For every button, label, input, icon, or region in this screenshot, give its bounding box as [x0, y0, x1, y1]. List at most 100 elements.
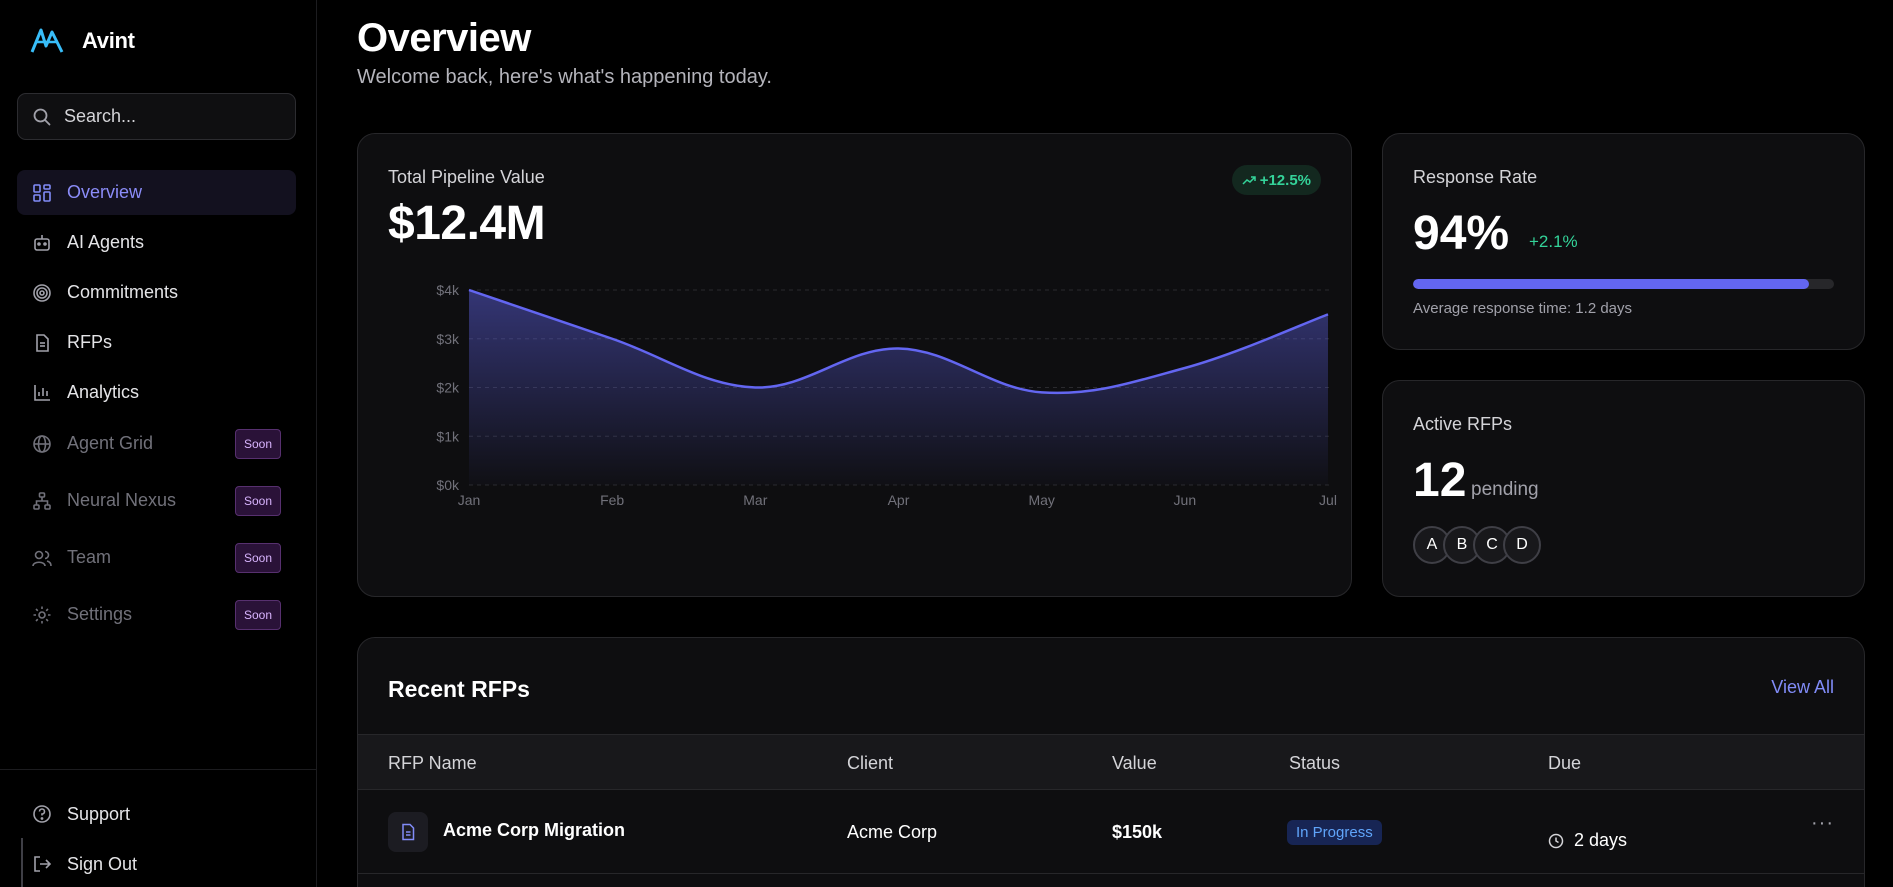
active-indicator — [21, 838, 23, 887]
x-tick-label: Feb — [600, 492, 624, 508]
avatar-stack: A B C D — [1413, 526, 1541, 564]
active-rfps-value: 12 — [1413, 454, 1467, 507]
recent-rfps-title: Recent RFPs — [388, 676, 530, 702]
users-icon — [31, 547, 53, 569]
pipeline-change: +12.5% — [1259, 171, 1311, 189]
response-rate-progress-fill — [1413, 279, 1809, 289]
sidebar-item-label: Sign Out — [67, 853, 138, 874]
recent-rfps-card: Recent RFPs View All RFP Name Client Val… — [357, 637, 1865, 887]
x-tick-label: Jun — [1174, 492, 1197, 508]
active-rfps-suffix: pending — [1471, 479, 1539, 500]
sidebar-item-agent-grid[interactable]: Agent Grid Soon — [17, 415, 296, 472]
search-box[interactable] — [17, 93, 296, 140]
response-time-note: Average response time: 1.2 days — [1413, 300, 1633, 317]
globe-icon — [31, 433, 53, 455]
response-rate-label: Response Rate — [1413, 167, 1538, 187]
response-rate-value: 94% — [1413, 207, 1510, 260]
sidebar-item-label: Settings — [67, 604, 133, 624]
soon-badge: Soon — [234, 542, 281, 573]
bar-chart-icon — [31, 382, 53, 404]
pipeline-label: Total Pipeline Value — [388, 167, 545, 187]
series-area — [469, 290, 1328, 485]
y-tick-label: $2k — [436, 380, 460, 396]
avint-logo-icon — [30, 28, 64, 53]
more-actions-icon[interactable]: ··· — [1811, 812, 1834, 834]
soon-badge: Soon — [234, 599, 281, 630]
sidebar: Avint Overview AI Agents Commitment — [0, 0, 317, 887]
column-header-due[interactable]: Due — [1548, 753, 1582, 773]
rfp-client: Acme Corp — [847, 822, 938, 842]
x-tick-label: Mar — [743, 492, 767, 508]
x-tick-label: Jan — [458, 492, 481, 508]
sidebar-nav: Overview AI Agents Commitments RFPs — [17, 170, 296, 643]
y-tick-label: $3k — [436, 331, 460, 347]
column-header-value[interactable]: Value — [1112, 753, 1157, 773]
rfp-value: $150k — [1112, 822, 1163, 842]
app-name: Avint — [82, 28, 135, 53]
target-icon — [31, 282, 53, 304]
sidebar-item-analytics[interactable]: Analytics — [17, 370, 296, 415]
sidebar-item-label: Commitments — [67, 282, 179, 302]
active-rfps-card: Active RFPs 12 pending A B C D — [1382, 380, 1865, 597]
sidebar-item-label: AI Agents — [67, 232, 145, 252]
log-out-icon — [31, 853, 53, 875]
sidebar-item-neural-nexus[interactable]: Neural Nexus Soon — [17, 472, 296, 529]
view-all-link[interactable]: View All — [1771, 677, 1834, 697]
soon-badge: Soon — [234, 485, 281, 516]
table-header: RFP Name Client Value Status Due — [358, 734, 1864, 790]
sidebar-bottom-nav: Support Sign Out — [17, 789, 296, 887]
sidebar-item-settings[interactable]: Settings Soon — [17, 586, 296, 643]
column-header-client[interactable]: Client — [847, 753, 894, 773]
sidebar-item-commitments[interactable]: Commitments — [17, 270, 296, 315]
grid-icon — [31, 182, 53, 204]
response-rate-progress — [1413, 279, 1834, 289]
file-text-icon — [31, 332, 53, 354]
x-tick-label: Jul — [1319, 492, 1337, 508]
sidebar-item-overview[interactable]: Overview — [17, 170, 296, 215]
response-rate-change: +2.1% — [1529, 232, 1578, 251]
y-tick-label: $0k — [436, 477, 460, 493]
x-tick-label: May — [1028, 492, 1054, 508]
sidebar-item-label: Analytics — [67, 382, 140, 402]
bot-icon — [31, 232, 53, 254]
page-subtitle: Welcome back, here's what's happening to… — [357, 66, 772, 88]
pipeline-card: Total Pipeline Value $12.4M +12.5% $0k $1… — [357, 133, 1352, 597]
column-header-status[interactable]: Status — [1289, 753, 1341, 773]
pipeline-value: $12.4M — [388, 197, 546, 250]
sidebar-item-team[interactable]: Team Soon — [17, 529, 296, 586]
search-input[interactable] — [64, 106, 284, 127]
active-rfps-label: Active RFPs — [1413, 414, 1513, 434]
table-row[interactable]: Acme Corp Migration Acme Corp $150k In P… — [358, 790, 1864, 874]
trending-up-icon — [1242, 176, 1256, 185]
network-icon — [31, 490, 53, 512]
sidebar-item-label: Agent Grid — [67, 433, 154, 453]
rfp-due: 2 days — [1548, 830, 1627, 851]
sidebar-divider — [0, 769, 317, 770]
sidebar-item-support[interactable]: Support — [17, 789, 296, 839]
sidebar-item-label: Support — [67, 803, 131, 824]
avatar[interactable]: D — [1503, 526, 1541, 564]
x-tick-label: Apr — [888, 492, 910, 508]
status-badge: In Progress — [1287, 820, 1382, 845]
soon-badge: Soon — [234, 428, 281, 459]
sidebar-item-label: RFPs — [67, 332, 112, 352]
y-tick-label: $1k — [436, 428, 460, 444]
sidebar-item-ai-agents[interactable]: AI Agents — [17, 220, 296, 265]
sidebar-item-rfps[interactable]: RFPs — [17, 320, 296, 365]
page-title: Overview — [357, 16, 531, 60]
gear-icon — [31, 604, 53, 626]
sidebar-item-sign-out[interactable]: Sign Out — [17, 839, 296, 887]
rfp-due-text: 2 days — [1574, 830, 1628, 850]
clock-icon — [1548, 833, 1564, 848]
rfp-name[interactable]: Acme Corp Migration — [443, 820, 626, 840]
brand[interactable]: Avint — [30, 26, 135, 56]
y-tick-label: $4k — [436, 282, 460, 298]
sidebar-item-label: Overview — [67, 182, 143, 202]
document-icon — [388, 812, 428, 852]
sidebar-item-label: Neural Nexus — [67, 490, 177, 510]
sidebar-item-label: Team — [67, 547, 112, 567]
search-icon — [33, 108, 51, 125]
pipeline-chart: $0k $1k $2k $3k $4k Jan Feb Mar Apr May Jun Jul — [436, 282, 1337, 508]
help-circle-icon — [31, 803, 53, 825]
column-header-rfp-name[interactable]: RFP Name — [388, 753, 477, 773]
